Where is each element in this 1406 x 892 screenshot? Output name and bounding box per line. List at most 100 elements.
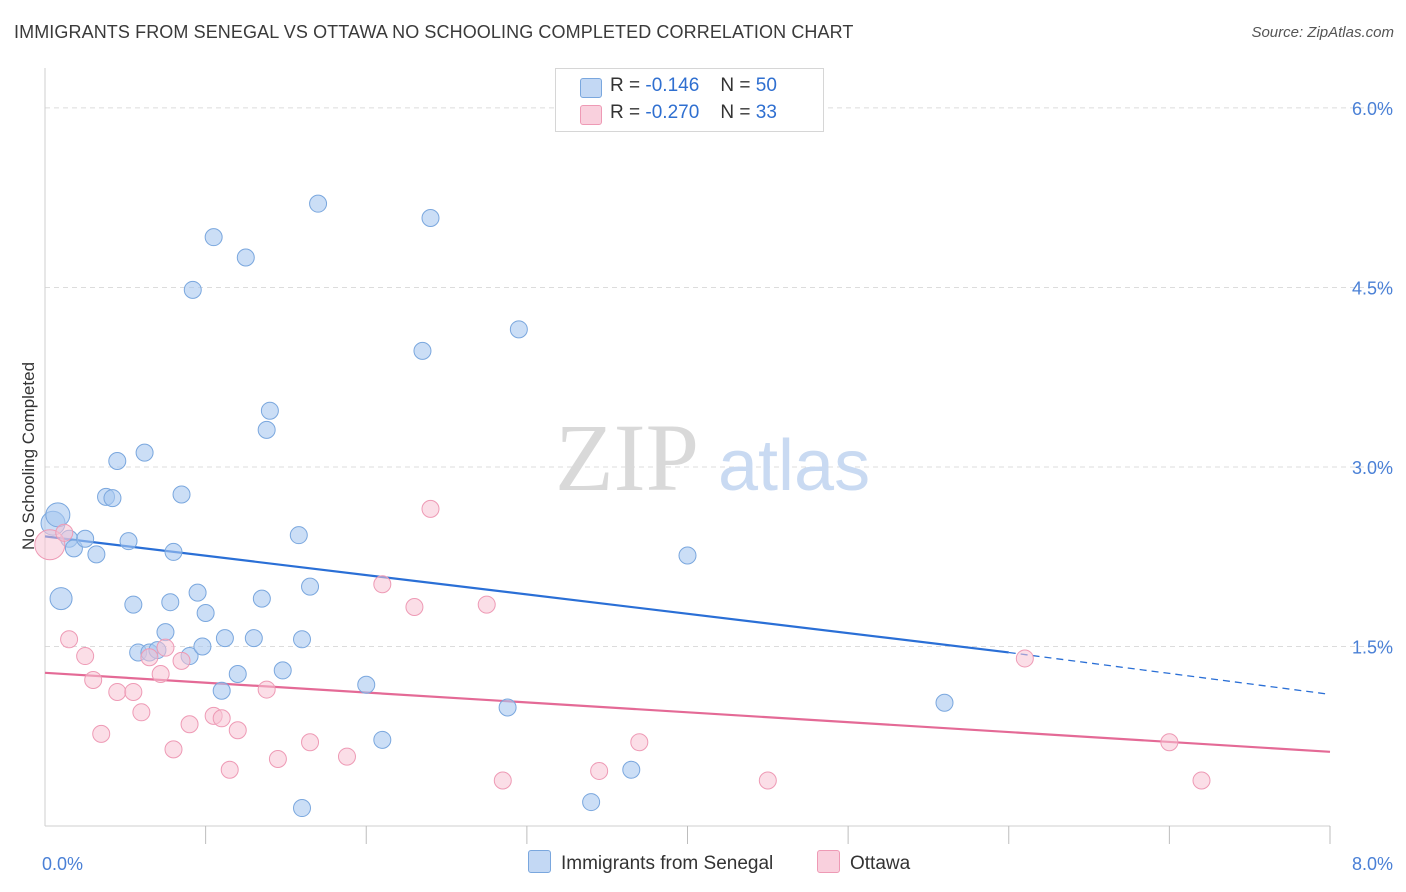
senegal-point: [509, 320, 528, 339]
ottawa-point: [758, 771, 777, 790]
r-label: R =: [610, 75, 641, 96]
ottawa-point: [630, 733, 649, 752]
senegal-point: [156, 623, 175, 642]
n-value: 33: [755, 102, 777, 123]
senegal-point: [87, 545, 106, 564]
watermark-zip: ZIP: [555, 404, 699, 511]
senegal-point: [244, 629, 263, 648]
ottawa-point: [151, 665, 170, 684]
legend-label: Immigrants from Senegal: [561, 853, 774, 874]
senegal-point: [935, 693, 954, 712]
ottawa-point: [477, 595, 496, 614]
senegal-point: [413, 341, 432, 360]
senegal-point: [236, 248, 255, 267]
ottawa-point: [76, 647, 95, 666]
y-tick-label: 4.5%: [1352, 278, 1393, 298]
senegal-point: [204, 228, 223, 247]
senegal-point: [498, 698, 517, 717]
senegal-point: [215, 629, 234, 648]
senegal-point: [161, 593, 180, 612]
ottawa-point: [337, 747, 356, 766]
senegal-point: [273, 661, 292, 680]
grid-lines: [45, 107, 1390, 647]
senegal-swatch: [580, 78, 602, 98]
n-value: 50: [755, 75, 777, 96]
senegal-point: [582, 793, 601, 812]
ottawa-point: [55, 523, 74, 542]
axes: [44, 68, 1331, 844]
source-label: Source: ZipAtlas.com: [1251, 24, 1394, 41]
watermark: ZIP atlas: [555, 404, 870, 511]
n-label: N =: [720, 102, 751, 123]
r-value: -0.146: [645, 75, 700, 96]
senegal-point: [293, 799, 311, 818]
ottawa-point: [268, 749, 287, 768]
senegal-point: [309, 194, 328, 213]
tick-labels: 1.5% 3.0% 4.5% 6.0% 0.0% 8.0%: [42, 99, 1393, 874]
y-axis-title: No Schooling Completed: [19, 362, 38, 550]
ottawa-point: [220, 760, 239, 779]
senegal-point: [373, 730, 392, 749]
watermark-atlas: atlas: [718, 426, 870, 506]
senegal-point: [164, 542, 183, 561]
senegal-point: [49, 587, 73, 611]
ottawa-point: [228, 721, 247, 740]
r-value: -0.270: [645, 102, 700, 123]
senegal-point: [252, 589, 271, 608]
ottawa-point: [140, 648, 159, 667]
senegal-point: [293, 630, 311, 649]
ottawa-point: [1160, 733, 1179, 752]
senegal-point: [103, 489, 122, 508]
ottawa-point: [84, 670, 103, 689]
n-label: N =: [720, 75, 751, 96]
senegal-point: [289, 526, 308, 545]
stats-legend: R = -0.146 N = 50 R = -0.270 N = 33: [555, 68, 824, 132]
ottawa-trend-line: [44, 671, 1331, 753]
ottawa-legend-swatch: [817, 850, 840, 873]
ottawa-point: [1015, 649, 1034, 668]
ottawa-point: [493, 771, 512, 790]
legend-label: Ottawa: [850, 853, 911, 874]
senegal-point: [260, 401, 279, 420]
x-tick-label: 8.0%: [1352, 854, 1393, 874]
senegal-point: [357, 675, 376, 694]
senegal-point: [257, 420, 276, 439]
ottawa-point: [92, 724, 111, 743]
ottawa-point: [164, 740, 183, 759]
x-tick-label: 0.0%: [42, 854, 83, 874]
senegal-point: [622, 760, 641, 779]
legend-item-ottawa: Ottawa: [817, 850, 910, 875]
senegal-point: [183, 280, 202, 299]
senegal-point: [76, 529, 95, 548]
ottawa-point: [257, 680, 276, 699]
senegal-trend-extension: [1008, 651, 1331, 695]
senegal-point: [228, 665, 247, 684]
ottawa-point: [590, 761, 609, 780]
legend-item-senegal: Immigrants from Senegal: [528, 850, 773, 875]
senegal-trend-line: [44, 535, 1009, 654]
senegal-legend-swatch: [528, 850, 551, 873]
r-label: R =: [610, 102, 641, 123]
y-tick-label: 3.0%: [1352, 458, 1393, 478]
ottawa-point: [156, 638, 175, 657]
ottawa-point: [172, 651, 191, 670]
ottawa-point: [124, 682, 143, 701]
senegal-point: [45, 502, 71, 528]
senegal-point: [212, 681, 231, 700]
y-tick-label: 6.0%: [1352, 99, 1393, 119]
senegal-point: [135, 443, 154, 462]
ottawa-point: [405, 597, 424, 616]
senegal-point: [119, 532, 138, 551]
ottawa-point: [108, 682, 127, 701]
senegal-point: [421, 209, 440, 228]
senegal-point: [678, 546, 697, 565]
senegal-point: [124, 595, 143, 614]
ottawa-point: [421, 499, 440, 518]
ottawa-point: [180, 715, 199, 734]
ottawa-swatch: [580, 105, 602, 125]
senegal-point: [108, 451, 127, 470]
ottawa-point: [212, 709, 231, 728]
trend-lines: [44, 535, 1331, 753]
y-tick-label: 1.5%: [1352, 637, 1393, 657]
